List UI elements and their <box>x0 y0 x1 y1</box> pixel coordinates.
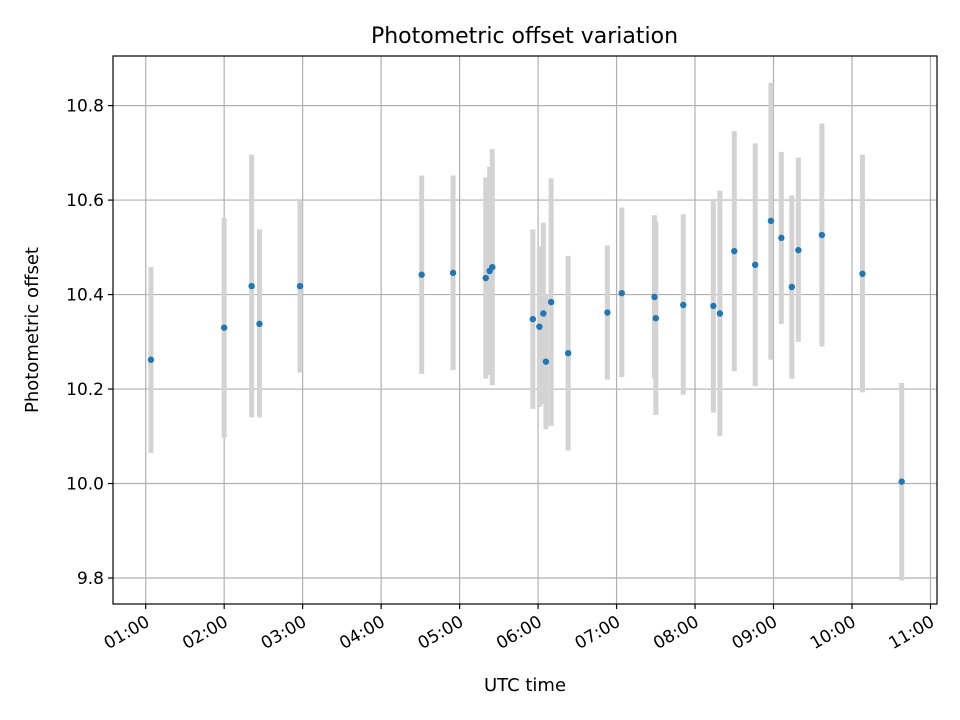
data-point <box>716 310 724 317</box>
data-point <box>542 358 550 365</box>
y-tick-label: 10.2 <box>66 380 104 400</box>
data-point <box>859 270 866 277</box>
data-point <box>529 315 537 323</box>
data-point <box>564 349 572 357</box>
data-point <box>540 310 547 317</box>
data-point <box>680 301 687 309</box>
data-point <box>818 231 826 239</box>
data-point <box>898 478 905 485</box>
data-point <box>482 274 489 282</box>
data-point <box>296 282 304 290</box>
y-tick-label: 10.0 <box>66 475 104 495</box>
data-point <box>751 261 759 269</box>
chart-title: Photometric offset variation <box>371 24 678 49</box>
x-axis-label: UTC time <box>484 675 566 696</box>
data-point <box>778 234 785 242</box>
data-point <box>147 356 155 363</box>
data-point <box>652 314 659 322</box>
data-point <box>604 309 611 316</box>
data-point <box>248 282 255 290</box>
y-tick-label: 10.8 <box>66 97 104 117</box>
data-point <box>710 302 717 310</box>
data-point <box>547 298 555 306</box>
data-point <box>489 263 496 271</box>
y-tick-label: 10.4 <box>66 286 104 306</box>
data-point <box>795 246 802 254</box>
data-point <box>418 271 425 278</box>
data-points <box>147 217 905 485</box>
y-tick-label: 9.8 <box>77 569 104 589</box>
data-point <box>220 324 228 331</box>
y-axis-label: Photometric offset <box>22 247 43 413</box>
data-point <box>536 323 543 330</box>
data-point <box>618 289 625 297</box>
y-axis-ticks: 9.8 10.0 10.2 10.4 10.6 10.8 <box>66 97 113 589</box>
data-point <box>731 247 738 255</box>
y-tick-label: 10.6 <box>66 191 104 211</box>
data-point <box>788 283 796 291</box>
data-point <box>256 320 263 328</box>
data-point <box>449 269 457 277</box>
data-point <box>767 217 775 225</box>
data-point <box>651 293 658 301</box>
plot-frame <box>112 55 938 605</box>
